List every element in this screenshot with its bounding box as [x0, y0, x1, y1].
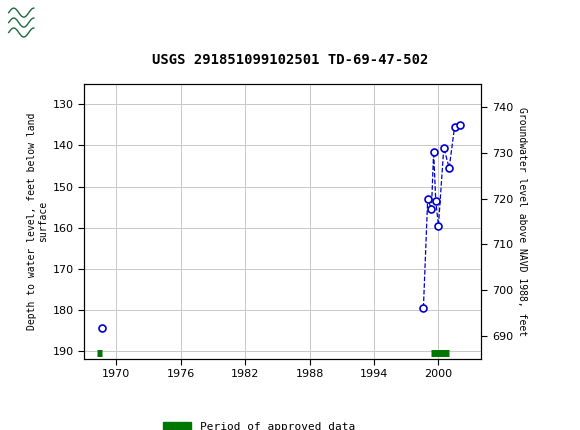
Text: USGS: USGS [81, 14, 132, 31]
Text: USGS 291851099102501 TD-69-47-502: USGS 291851099102501 TD-69-47-502 [152, 52, 428, 67]
Legend: Period of approved data: Period of approved data [158, 417, 360, 430]
Y-axis label: Depth to water level, feet below land
surface: Depth to water level, feet below land su… [27, 113, 48, 330]
Y-axis label: Groundwater level above NAVD 1988, feet: Groundwater level above NAVD 1988, feet [517, 107, 527, 336]
FancyBboxPatch shape [6, 3, 72, 42]
